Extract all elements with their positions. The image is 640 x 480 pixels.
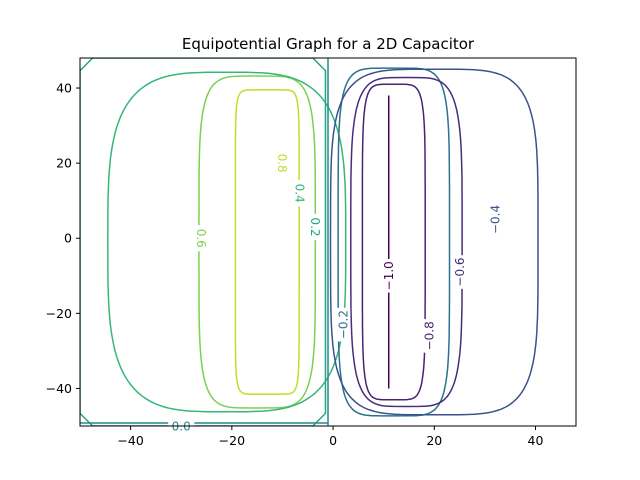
contour-level-6 bbox=[329, 68, 539, 416]
contour-label-group: 0.2 bbox=[308, 213, 323, 241]
contour-label: 0.6 bbox=[194, 229, 208, 248]
contour-label: 0.2 bbox=[308, 217, 322, 236]
contour-label-gap bbox=[422, 319, 437, 353]
contour-label-gap bbox=[336, 307, 351, 342]
y-axis: 40 20 0 −20 −40 bbox=[46, 81, 80, 396]
y-tick-label: 20 bbox=[56, 156, 72, 171]
contour-label-group: 0.4 bbox=[293, 180, 308, 207]
y-tick-label: −40 bbox=[46, 381, 72, 396]
contour-label: −0.4 bbox=[489, 205, 503, 234]
contour-label: −0.6 bbox=[453, 257, 467, 286]
y-tick-label: 40 bbox=[56, 81, 72, 96]
contour-label: 0.4 bbox=[293, 184, 307, 203]
x-tick-label: −40 bbox=[117, 433, 143, 448]
x-axis: −40 −20 0 20 40 bbox=[117, 426, 544, 448]
contour-label-gap bbox=[308, 213, 323, 241]
contour-level-1 bbox=[198, 75, 317, 409]
contour-label-gap bbox=[381, 258, 396, 293]
contour-label-gap bbox=[275, 150, 290, 177]
contour-level-7 bbox=[350, 76, 463, 408]
contour-label-group: −0.2 bbox=[336, 307, 351, 342]
x-tick-label: 20 bbox=[426, 433, 442, 448]
contour-label-group: −0.6 bbox=[452, 255, 467, 289]
contour-label: −0.8 bbox=[423, 321, 437, 350]
contour-label-gap bbox=[488, 202, 503, 237]
contour-level-0 bbox=[234, 89, 300, 395]
contour-label-group: −0.8 bbox=[422, 319, 437, 353]
contour-label: −1.0 bbox=[382, 261, 396, 290]
plot-frame bbox=[79, 57, 577, 427]
contour-label-gap bbox=[293, 180, 308, 207]
contour-level-8 bbox=[361, 83, 426, 401]
y-tick-label: −20 bbox=[46, 306, 72, 321]
x-tick-label: −20 bbox=[219, 433, 245, 448]
contour-level-2 bbox=[107, 71, 347, 413]
contour-label-group: −1.0 bbox=[381, 258, 396, 293]
contour-level-3 bbox=[80, 58, 327, 426]
contour-lines bbox=[80, 58, 539, 426]
contour-label-group: 0.6 bbox=[194, 225, 209, 252]
contour-level-5 bbox=[337, 67, 451, 417]
chart-title: Equipotential Graph for a 2D Capacitor bbox=[182, 35, 475, 53]
contour-label-group: 0.8 bbox=[275, 150, 290, 177]
x-tick-label: 40 bbox=[528, 433, 544, 448]
contour-labels: 0.80.60.40.20.0−0.2−0.4−0.6−0.8−1.0 bbox=[168, 150, 503, 434]
contour-label: −0.2 bbox=[337, 310, 351, 339]
x-tick-label: 0 bbox=[329, 433, 337, 448]
contour-label-gap bbox=[194, 225, 209, 252]
y-tick-label: 0 bbox=[64, 231, 72, 246]
contour-label: 0.8 bbox=[275, 154, 289, 173]
contour-label-gap bbox=[452, 255, 467, 289]
contour-label-group: −0.4 bbox=[488, 202, 503, 237]
